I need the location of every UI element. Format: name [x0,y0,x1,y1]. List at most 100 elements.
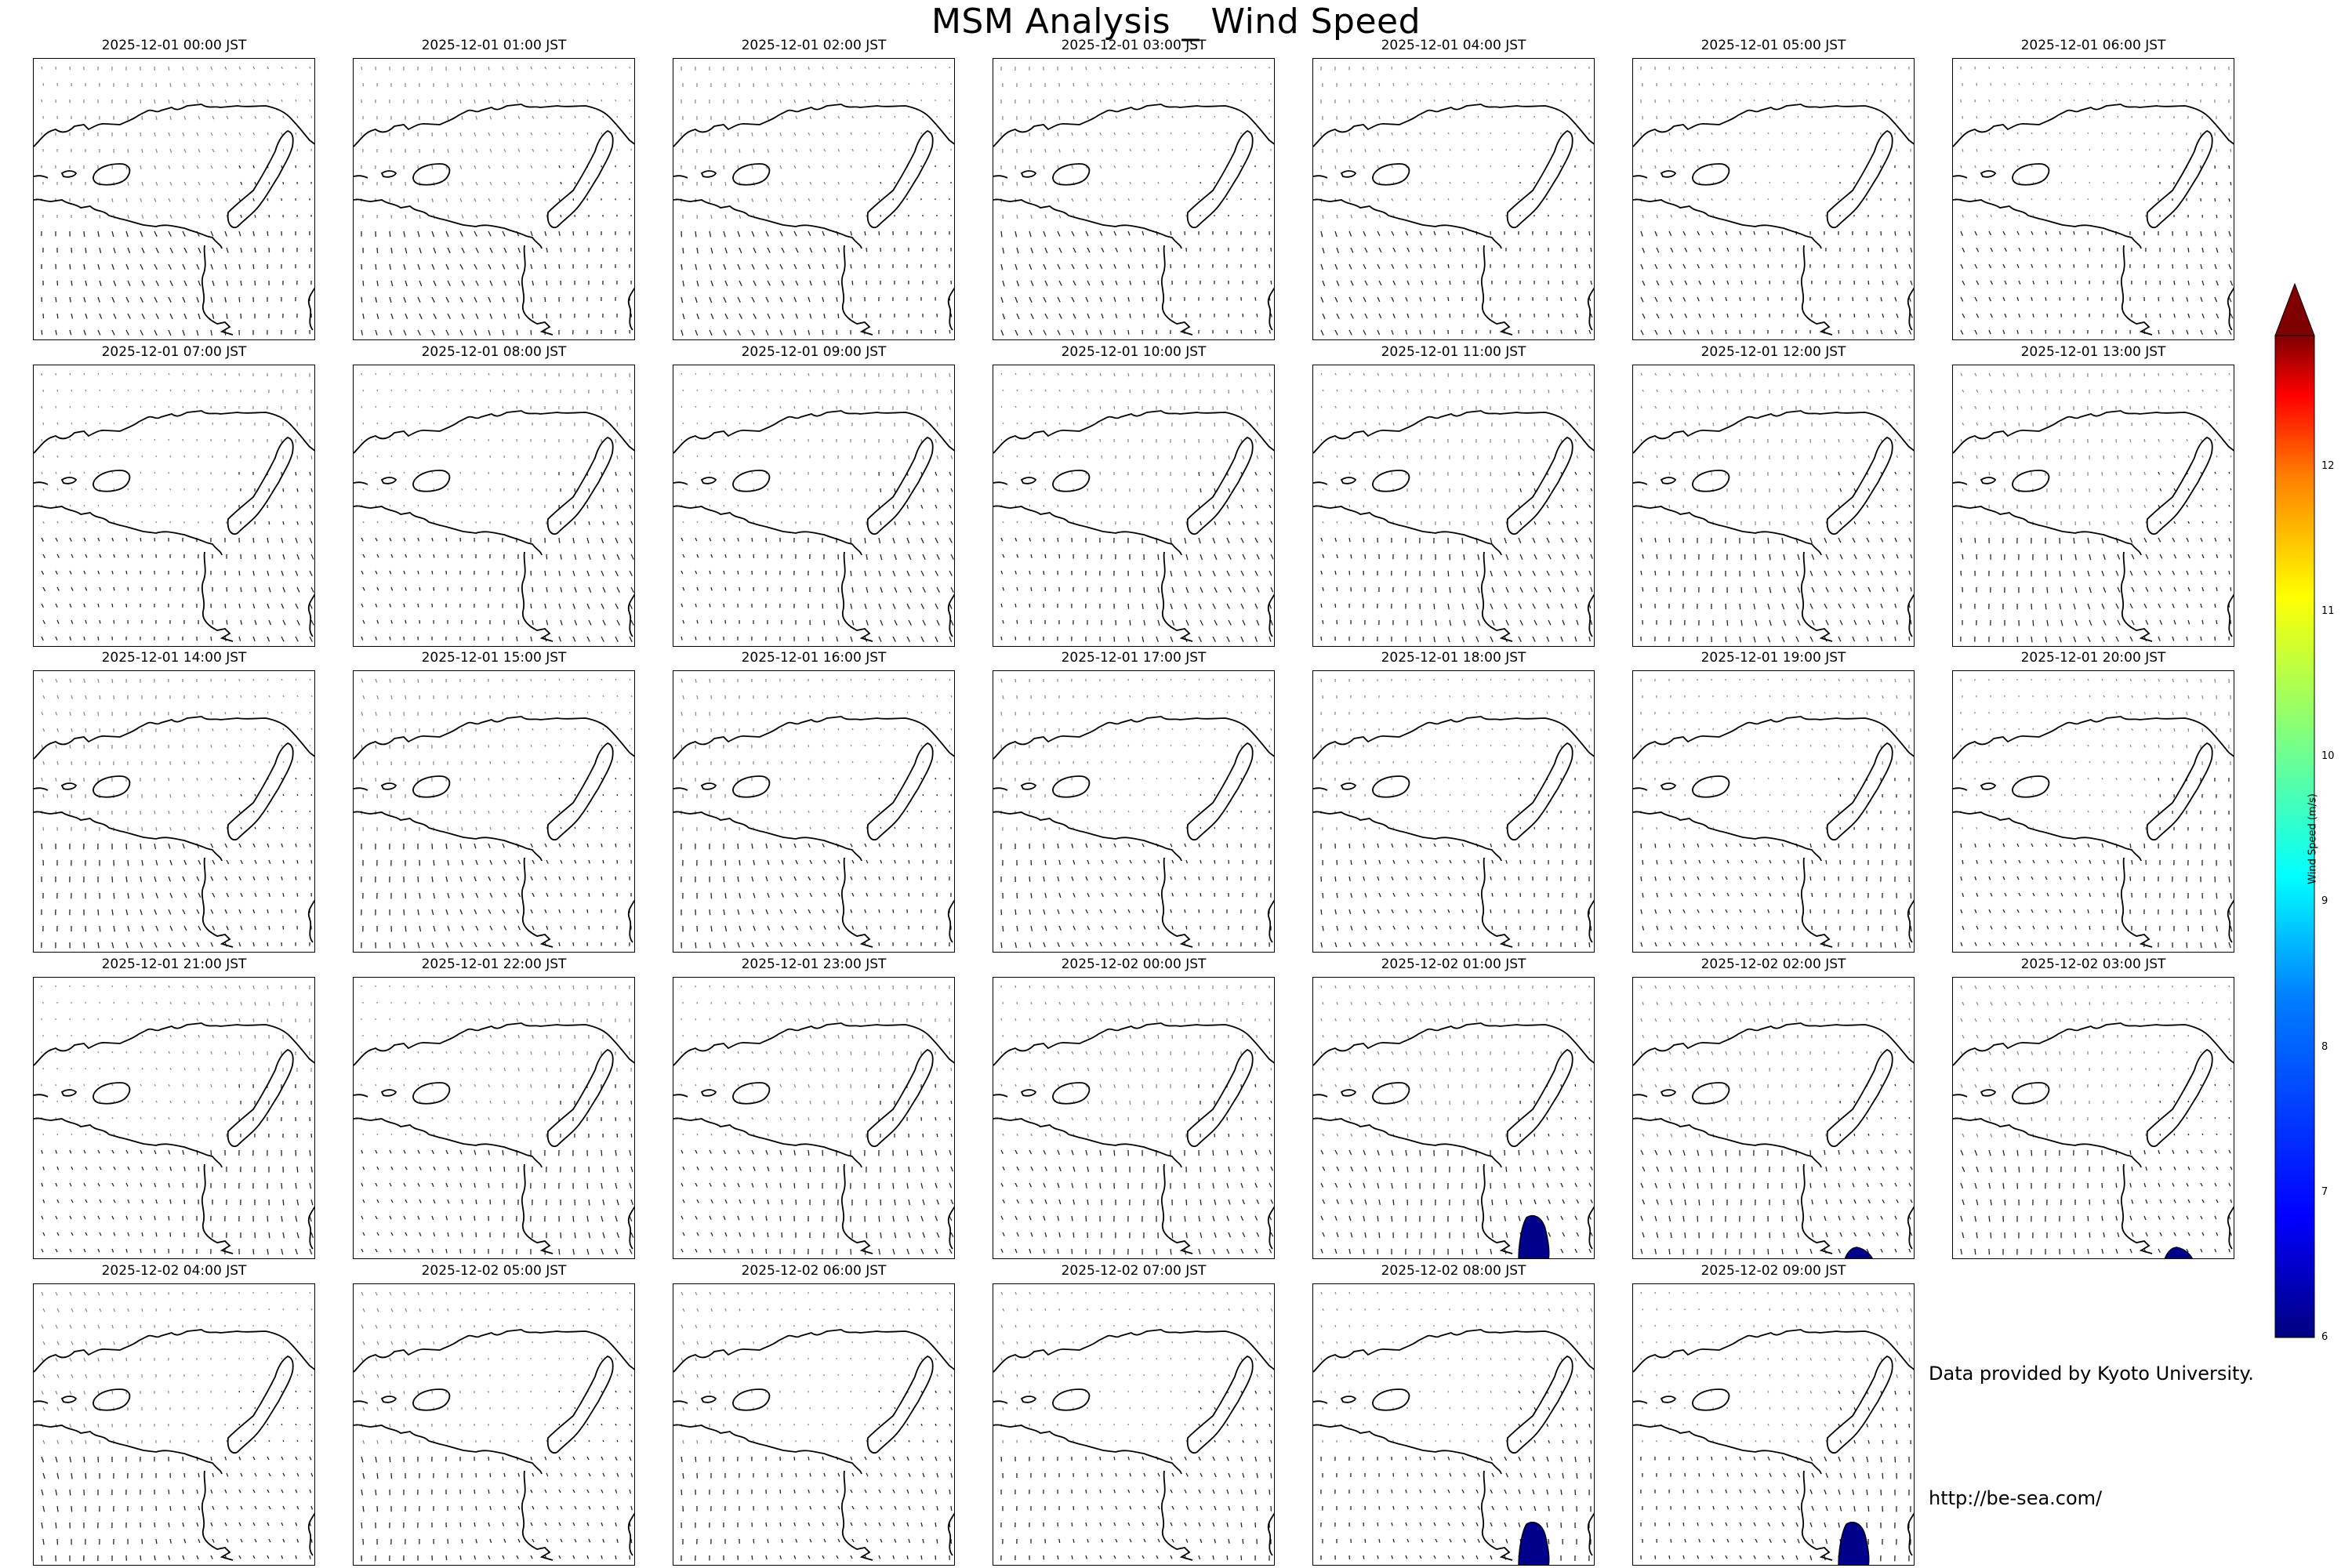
wind-map-svg [354,66,634,336]
high-wind-patch [2164,1247,2193,1258]
panel-time-label: 2025-12-01 19:00 JST [1700,650,1846,666]
colorbar-tick-label: 7 [2321,1185,2328,1198]
wind-map-panel [1632,58,1915,340]
coastline [34,410,314,642]
wind-map-svg [34,985,314,1255]
wind-vectors [1640,66,1913,336]
wind-vectors [1000,1291,1273,1561]
coastline [1313,410,1594,642]
wind-vectors [1960,66,2234,336]
panel-time-label: 2025-12-01 15:00 JST [421,650,567,666]
wind-vectors [1320,66,1593,336]
coastline [1313,1022,1594,1254]
wind-vectors [1000,372,1274,643]
panel-time-label: 2025-12-01 13:00 JST [2020,344,2166,360]
coastline [354,1022,634,1254]
wind-map-panel [33,1283,315,1566]
wind-map-panel [353,58,635,340]
panel-time-label: 2025-12-01 21:00 JST [101,956,247,972]
wind-map-svg [1313,1291,1594,1565]
wind-map-panel [1312,1283,1595,1566]
wind-vectors [1960,985,2233,1255]
wind-map-svg [993,372,1274,643]
wind-map-svg [354,372,634,643]
wind-vectors [361,66,633,336]
coastline [1953,1022,2234,1254]
coastline [1953,103,2234,336]
coastline [1633,410,1914,642]
wind-map-svg [673,372,954,643]
wind-map-panel [993,365,1275,647]
colorbar-tick-label: 10 [2321,750,2335,763]
wind-map-panel [353,365,635,647]
wind-map-panel [33,977,315,1259]
coastline [354,1329,634,1561]
wind-map-svg [1633,372,1914,643]
wind-vectors [41,678,313,949]
coastline [1953,716,2234,948]
coastline [1633,1022,1914,1254]
wind-vectors [681,66,953,336]
wind-map-panel [1312,365,1595,647]
coastline [673,1329,954,1561]
colorbar-label: Wind Speed (m/s) [2307,793,2319,884]
wind-vectors [361,678,633,949]
wind-map-panel [33,365,315,647]
high-wind-patch [1844,1247,1873,1258]
wind-map-panel [673,365,955,647]
coastline [673,716,954,948]
wind-map-svg [673,1291,954,1562]
high-wind-patch [1518,1214,1550,1258]
wind-map-svg [673,678,954,949]
panel-time-label: 2025-12-02 09:00 JST [1700,1263,1846,1279]
panel-time-label: 2025-12-02 01:00 JST [1381,956,1526,972]
wind-vectors [41,1291,314,1562]
wind-map-panel [33,670,315,953]
panel-time-label: 2025-12-02 07:00 JST [1061,1263,1207,1279]
panel-time-label: 2025-12-01 23:00 JST [741,956,887,972]
wind-map-svg [1633,1291,1914,1565]
wind-map-panel [1952,365,2234,647]
wind-vectors [361,985,634,1255]
wind-map-panel [993,58,1275,340]
wind-vectors [681,678,953,949]
coastline [1953,410,2234,642]
wind-map-svg [354,678,634,949]
colorbar-tick-label: 9 [2321,895,2328,908]
colorbar-tick-label: 8 [2321,1040,2328,1053]
wind-vectors [1000,985,1274,1255]
wind-map-panel [1952,977,2234,1259]
wind-map-panel [673,1283,955,1566]
wind-vectors [41,66,313,336]
wind-map-panel [1312,670,1595,953]
coastline [993,103,1274,336]
page-title: MSM Analysis _ Wind Speed [931,2,1421,42]
coastline [993,1022,1274,1254]
coastline [354,103,634,336]
wind-map-panel [673,670,955,953]
coastline [34,716,314,948]
wind-speed-colorbar [2274,282,2315,1338]
panel-time-label: 2025-12-01 20:00 JST [2020,650,2166,666]
wind-vectors [1000,678,1272,949]
coastline [34,103,314,336]
wind-map-panel [993,977,1275,1259]
colorbar-tick-label: 12 [2321,459,2335,472]
wind-map-panel [1632,977,1915,1259]
panel-time-label: 2025-12-02 05:00 JST [421,1263,567,1279]
panel-time-label: 2025-12-01 00:00 JST [101,38,247,53]
wind-vectors [361,1291,633,1562]
coastline [34,1022,314,1254]
panel-time-label: 2025-12-01 12:00 JST [1700,344,1846,360]
wind-map-panel [353,670,635,953]
wind-map-svg [1313,985,1594,1258]
source-url[interactable]: http://be-sea.com/ [1929,1487,2103,1509]
wind-map-panel [673,58,955,340]
wind-map-svg [1313,66,1594,336]
panel-time-label: 2025-12-02 03:00 JST [2020,956,2166,972]
panel-time-label: 2025-12-01 07:00 JST [101,344,247,360]
wind-map-panel [1632,1283,1915,1566]
wind-map-panel [353,1283,635,1566]
colorbar-tick-label: 11 [2321,604,2335,617]
wind-map-panel [1952,670,2234,953]
